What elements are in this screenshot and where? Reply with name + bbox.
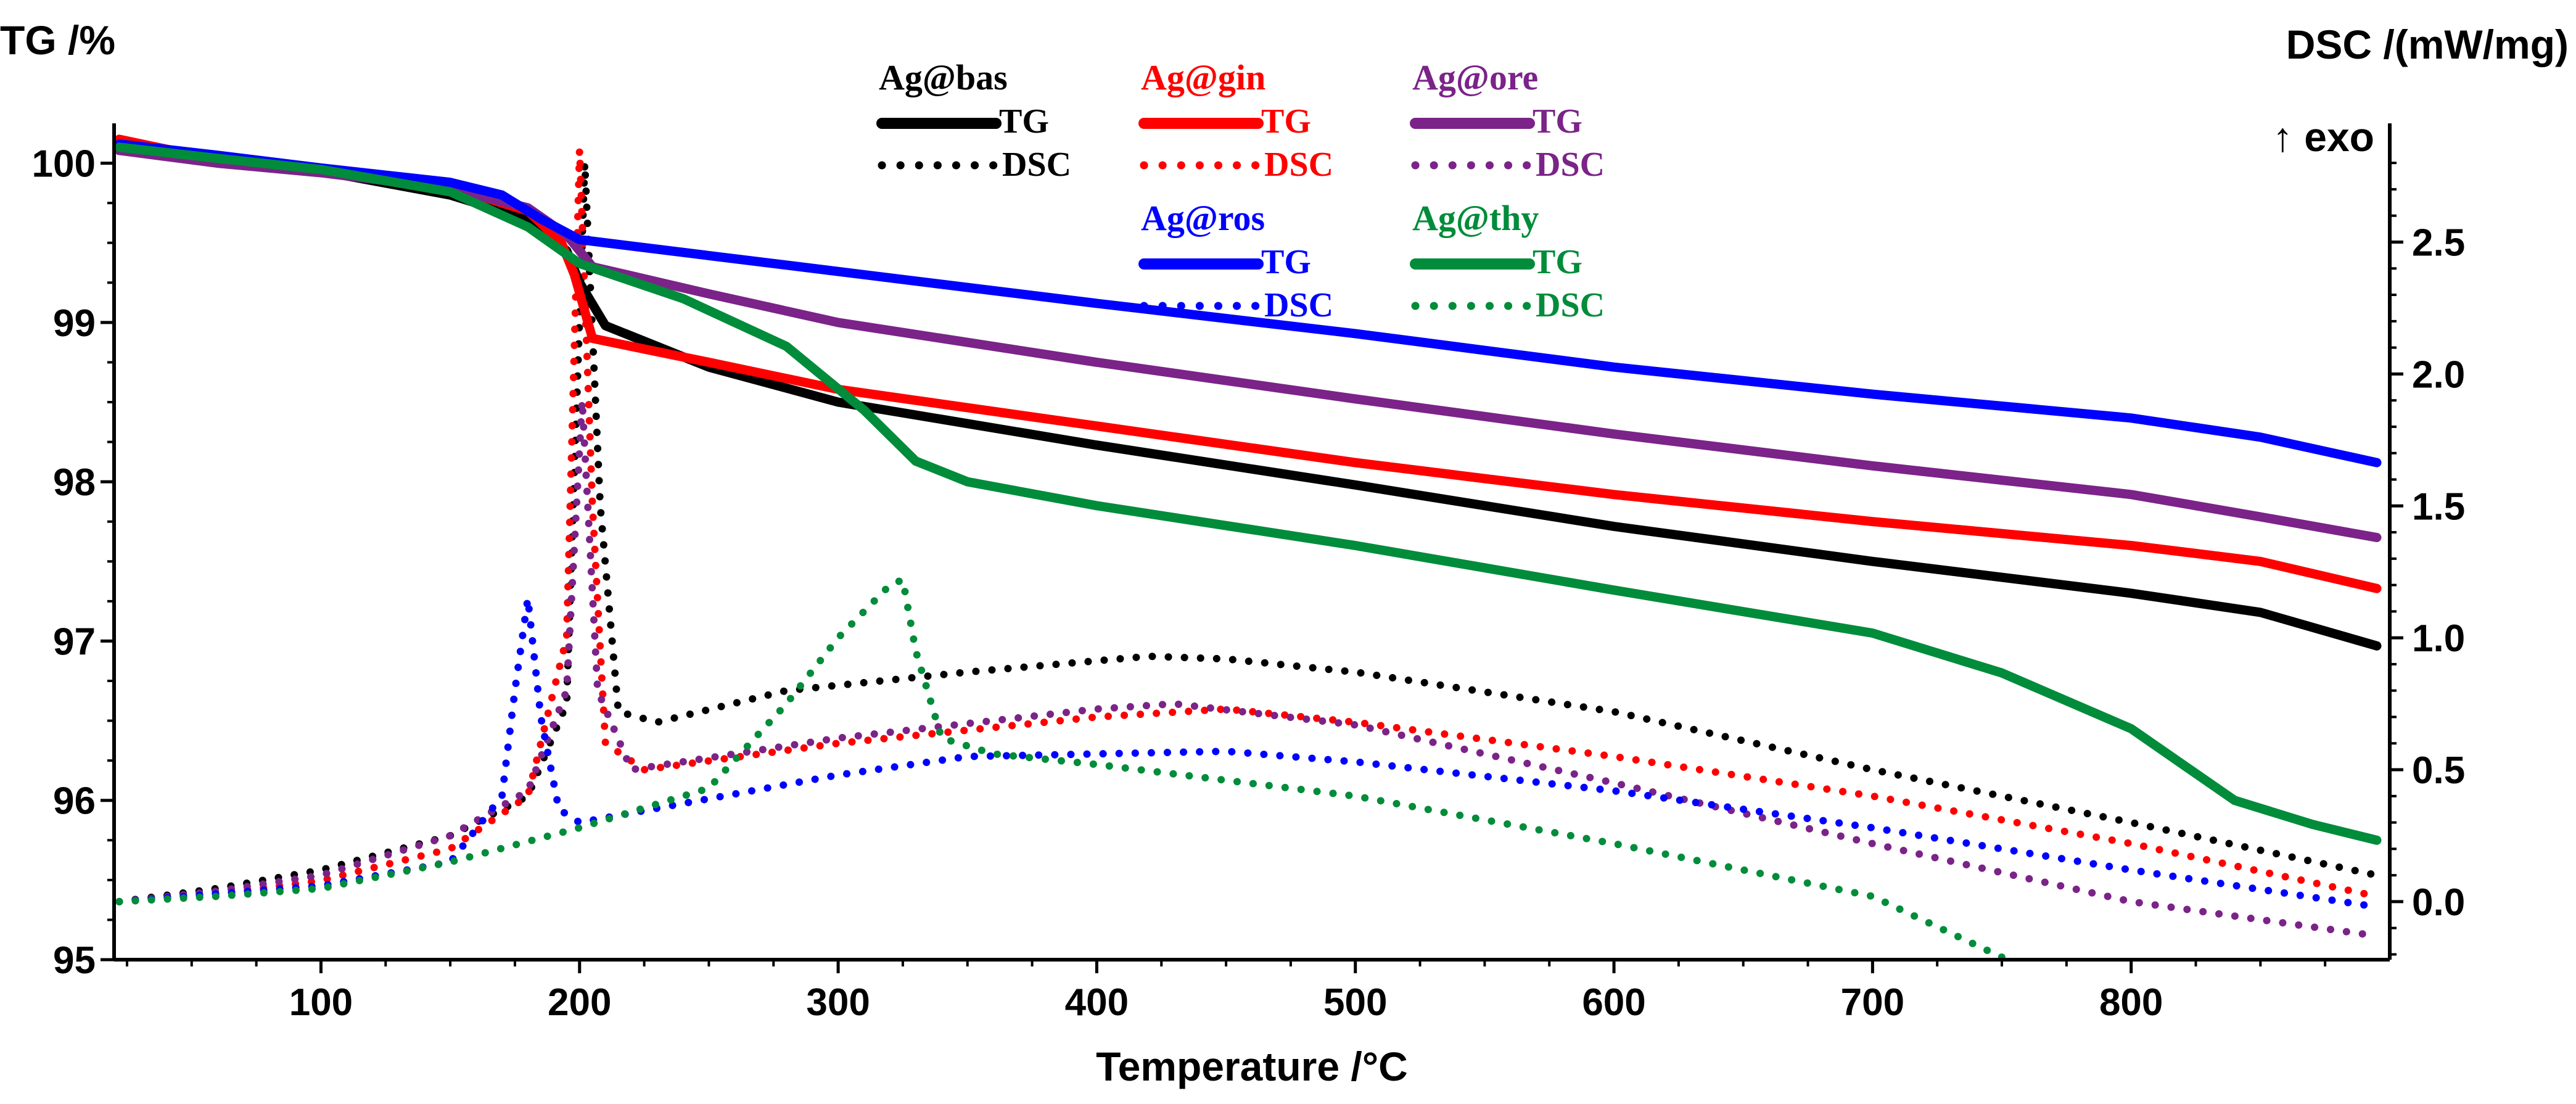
- y-left-tick-label: 95: [53, 939, 96, 982]
- x-tick-label: 200: [548, 981, 611, 1024]
- x-tick-label: 300: [806, 981, 870, 1024]
- y-right-tick-label: 2.0: [2412, 353, 2465, 396]
- x-ticks: 100 200 300 400 500 600 700 800: [125, 960, 2327, 1024]
- exo-annotation: ↑ exo: [2273, 114, 2374, 160]
- x-tick-label: 400: [1065, 981, 1129, 1024]
- legend-entry-agros: Ag@ros TG DSC: [1138, 198, 1333, 324]
- dsc-curves: [115, 149, 2381, 963]
- y-right-tick-label: 2.5: [2412, 221, 2465, 264]
- y-right-tick-label: 0.0: [2412, 881, 2465, 924]
- y-right-tick-label: 1.5: [2412, 485, 2465, 528]
- x-tick-label: 500: [1323, 981, 1387, 1024]
- x-tick-label: 700: [1841, 981, 1904, 1024]
- y-left-tick-label: 97: [53, 620, 96, 663]
- legend-series-name: Ag@gin: [1141, 57, 1265, 97]
- dsc-curve-agore: [115, 400, 2381, 940]
- legend-tg-label: TG: [1261, 102, 1311, 141]
- tg-curves: [114, 134, 2382, 845]
- y-left-title: TG /%: [0, 17, 115, 63]
- legend-series-name: Ag@bas: [879, 57, 1008, 97]
- legend-entry-agore: Ag@ore TG DSC: [1410, 57, 1605, 184]
- legend-series-name: Ag@ore: [1412, 57, 1538, 97]
- legend-dsc-label: DSC: [1002, 146, 1071, 184]
- y-right-tick-label: 1.0: [2412, 617, 2465, 660]
- legend-series-name: Ag@ros: [1141, 198, 1265, 238]
- legend-tg-label: TG: [1261, 243, 1311, 281]
- legend-tg-label: TG: [1533, 102, 1582, 141]
- x-tick-label: 800: [2099, 981, 2163, 1024]
- legend-series-name: Ag@thy: [1412, 198, 1539, 238]
- tg-curve-agros: [114, 139, 2382, 468]
- x-tick-label: 100: [289, 981, 353, 1024]
- legend-dsc-label: DSC: [1264, 286, 1333, 324]
- y-left-tick-label: 100: [32, 143, 96, 186]
- legend-dsc-label: DSC: [1536, 286, 1605, 324]
- legend-tg-label: TG: [999, 102, 1049, 141]
- y-right-title: DSC /(mW/mg): [2286, 22, 2569, 67]
- axes: [112, 123, 2392, 962]
- left-y-ticks: 95 96 97 98 99 100: [32, 143, 114, 982]
- legend-entry-agthy: Ag@thy TG DSC: [1410, 198, 1605, 324]
- legend-entry-aggin: Ag@gin TG DSC: [1138, 57, 1333, 184]
- legend-entry-agbas: Ag@bas TG DSC: [876, 57, 1071, 184]
- tg-curve-agthy: [114, 142, 2382, 845]
- legend-dsc-label: DSC: [1536, 146, 1605, 184]
- legend: Ag@bas TG DSC Ag@gin TG DSC Ag@ore TG DSC Ag@ros T…: [876, 57, 1605, 324]
- x-tick-label: 600: [1582, 981, 1645, 1024]
- y-left-tick-label: 96: [53, 780, 96, 823]
- dsc-curve-agthy: [115, 574, 2011, 963]
- x-axis-title: Temperature /°C: [1096, 1044, 1408, 1089]
- right-y-ticks: 0.0 0.5 1.0 1.5 2.0 2.5: [2390, 162, 2465, 956]
- y-left-tick-label: 98: [53, 461, 96, 504]
- y-left-tick-label: 99: [53, 302, 96, 345]
- legend-dsc-label: DSC: [1264, 146, 1333, 184]
- y-right-tick-label: 0.5: [2412, 749, 2465, 792]
- legend-tg-label: TG: [1533, 243, 1582, 281]
